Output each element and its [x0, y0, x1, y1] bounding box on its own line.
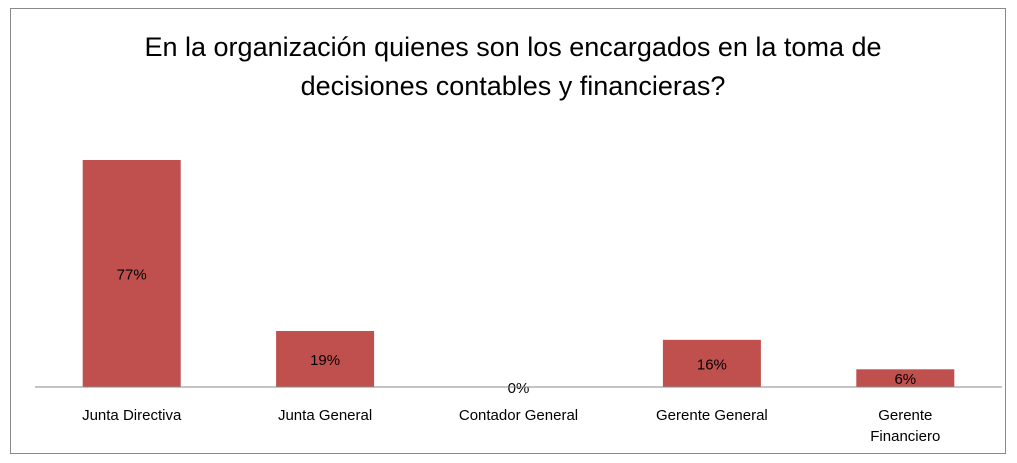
x-tick-label: Gerente General [656, 407, 768, 424]
x-tick-label: Gerente Financiero [870, 407, 941, 445]
x-tick-label: Junta General [277, 407, 373, 424]
bar [856, 369, 955, 387]
data-label: 19% [310, 352, 340, 369]
bar [276, 330, 375, 387]
data-label: 16% [697, 356, 727, 373]
chart-title: En la organización quienes son los encar… [144, 32, 882, 101]
x-tick-label: Contador General [458, 407, 579, 424]
chart-frame [10, 8, 1006, 454]
bar [662, 339, 761, 387]
data-label: 0% [508, 380, 530, 397]
bar [82, 160, 181, 387]
x-tick-label: Junta Directiva [82, 407, 182, 424]
data-label: 6% [894, 371, 916, 388]
data-label: 77% [117, 266, 147, 283]
